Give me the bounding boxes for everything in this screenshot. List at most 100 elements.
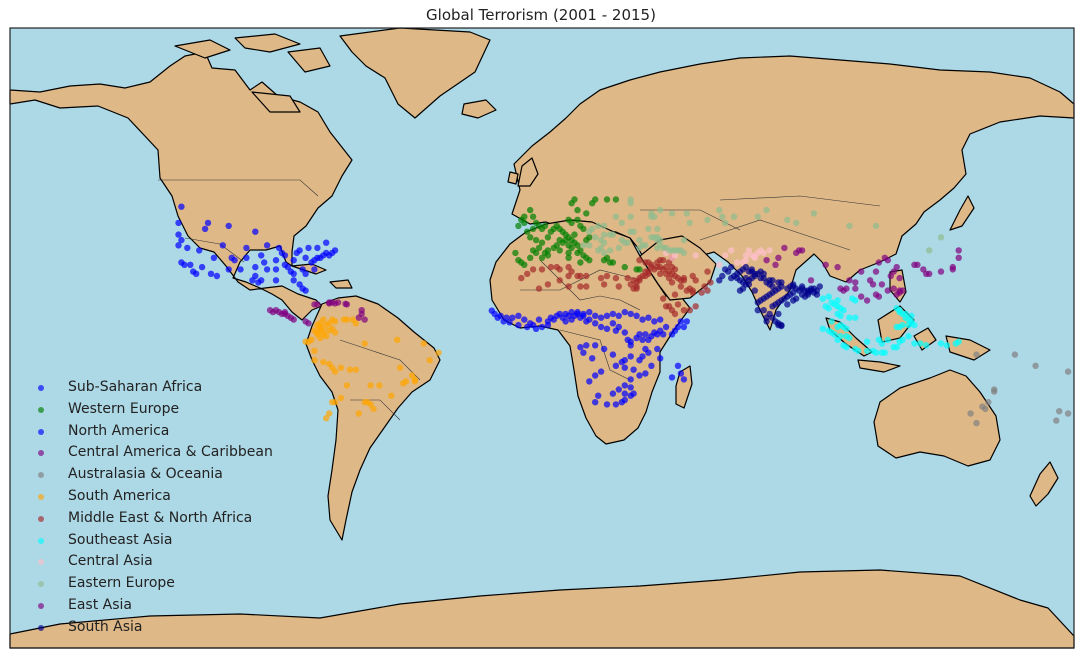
attack-point (680, 307, 688, 314)
attack-point (639, 336, 646, 343)
attack-point (896, 274, 903, 282)
attack-point (547, 263, 555, 271)
attack-point (376, 382, 383, 389)
attack-point (524, 270, 531, 277)
attack-point (252, 272, 259, 280)
attack-point (535, 285, 543, 292)
attack-point (627, 281, 634, 288)
region-points-2 (175, 203, 339, 294)
legend-label: Australasia & Oceania (68, 466, 223, 483)
attack-point (627, 392, 634, 399)
attack-point (574, 242, 581, 249)
attack-point (609, 390, 617, 397)
attack-point (763, 318, 770, 325)
attack-point (538, 323, 546, 331)
attack-point (852, 297, 859, 304)
attack-point (435, 349, 442, 356)
attack-point (648, 210, 655, 217)
attack-point (597, 314, 605, 321)
attack-point (1011, 351, 1019, 358)
attack-point (515, 312, 522, 319)
attack-point (600, 231, 608, 238)
attack-point (896, 289, 903, 296)
north-america (9, 51, 353, 321)
region-points-11 (716, 263, 823, 330)
attack-point (621, 364, 628, 371)
attack-point (615, 244, 622, 252)
legend-marker (38, 624, 44, 631)
arctic-islands (174, 33, 331, 113)
attack-point (760, 307, 767, 314)
attack-point (784, 301, 791, 308)
attack-point (884, 287, 891, 294)
attack-point (225, 266, 232, 273)
attack-point (305, 320, 312, 327)
attack-point (612, 274, 620, 282)
attack-point (660, 295, 667, 302)
attack-point (627, 353, 634, 360)
attack-point (810, 210, 818, 217)
attack-point (751, 272, 758, 280)
legend-label: Middle East & North Africa (68, 509, 253, 526)
attack-point (1053, 417, 1060, 424)
attack-point (343, 316, 351, 323)
attack-point (657, 206, 664, 214)
attack-point (985, 399, 992, 406)
legend-marker (38, 406, 44, 413)
attack-point (509, 314, 516, 321)
attack-point (742, 263, 750, 271)
attack-point (627, 213, 634, 220)
caribbean-islands (291, 263, 353, 289)
attack-point (627, 376, 634, 383)
attack-point (863, 338, 871, 345)
attack-point (863, 347, 871, 355)
attack-point (529, 225, 537, 233)
legend-marker (38, 493, 44, 500)
attack-point (728, 263, 735, 271)
attack-point (583, 210, 590, 217)
attack-point (627, 196, 634, 203)
attack-point (258, 277, 265, 284)
attack-point (524, 228, 531, 235)
attack-point (763, 206, 770, 214)
legend-marker (38, 385, 44, 391)
attack-point (636, 257, 643, 264)
attack-point (991, 386, 998, 393)
region-points-0 (488, 307, 690, 408)
attack-point (908, 312, 915, 319)
attack-point (556, 277, 563, 284)
attack-point (819, 325, 826, 332)
attack-point (550, 244, 557, 252)
attack-point (320, 358, 327, 366)
attack-point (852, 314, 859, 321)
legend-label: North America (68, 422, 170, 439)
attack-point (263, 266, 271, 273)
attack-point (615, 283, 622, 290)
attack-point (716, 261, 723, 268)
attack-point (527, 206, 534, 214)
attack-point (411, 378, 419, 385)
attack-point (597, 244, 605, 252)
attack-point (784, 216, 791, 223)
attack-point (778, 279, 785, 286)
attack-point (742, 252, 750, 259)
attack-point (1032, 362, 1039, 369)
attack-point (618, 219, 625, 227)
attack-point (518, 259, 525, 266)
attack-point (840, 307, 847, 314)
attack-point (612, 196, 620, 203)
attack-point (583, 342, 590, 349)
legend-marker (38, 472, 44, 479)
attack-point (243, 254, 250, 261)
attack-point (905, 321, 912, 329)
attack-point (636, 244, 643, 252)
attack-point (595, 392, 602, 399)
attack-point (642, 370, 649, 377)
attack-point (692, 303, 699, 310)
attack-point (532, 236, 540, 244)
attack-point (680, 274, 688, 282)
attack-point (630, 366, 637, 373)
attack-point (592, 399, 599, 406)
attack-point (754, 213, 761, 220)
